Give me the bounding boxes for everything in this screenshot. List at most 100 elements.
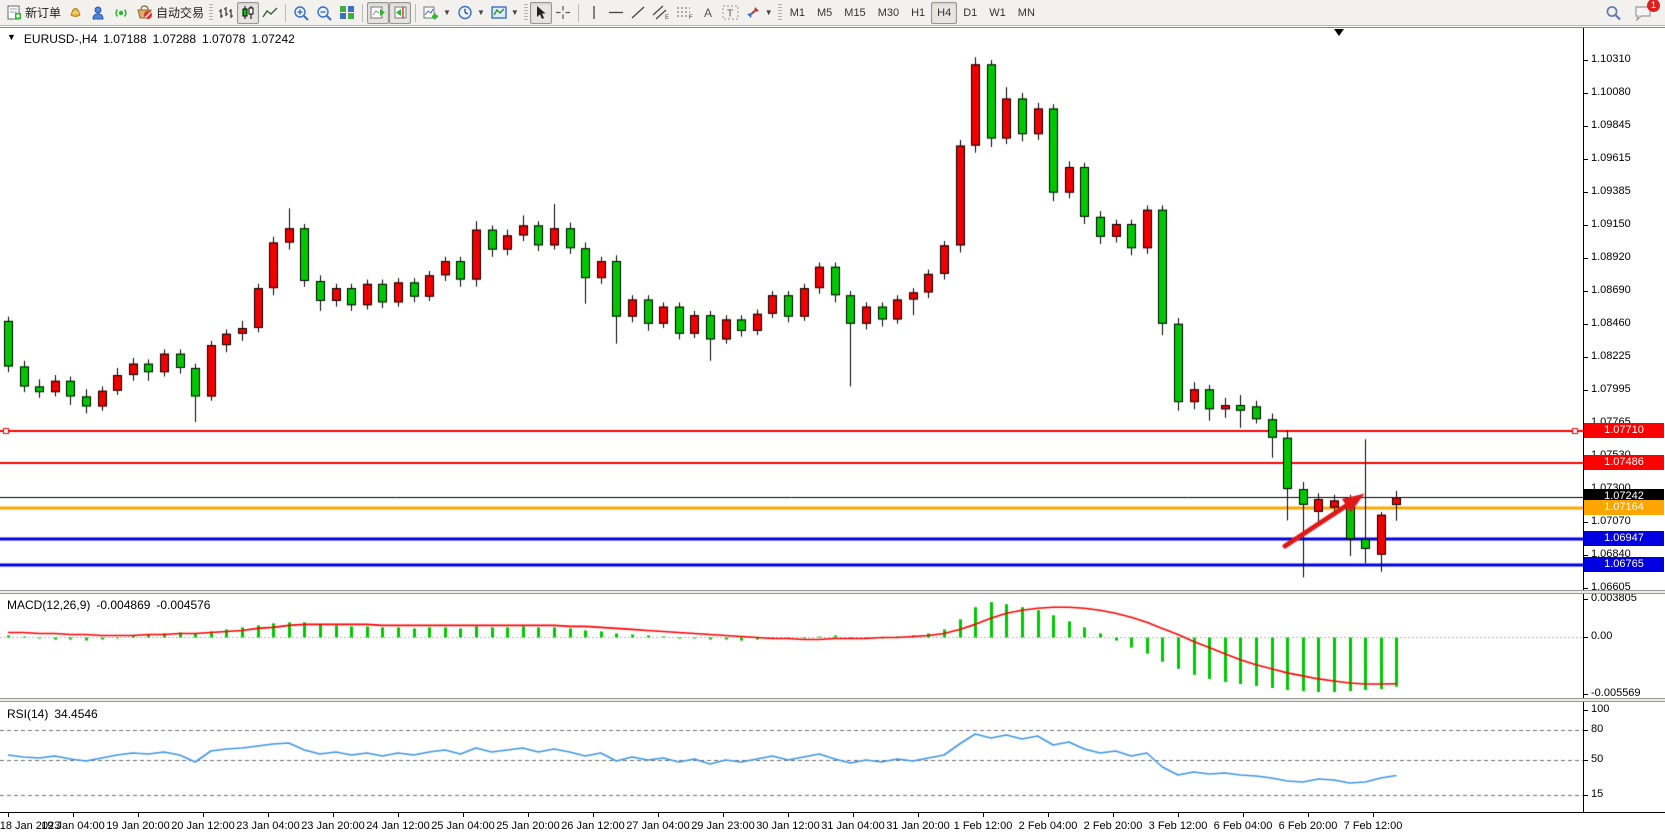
rsi-name: RSI(14) [7, 707, 49, 721]
rsi-panel-canvas[interactable] [0, 702, 1583, 812]
timeframe-button-h1[interactable]: H1 [911, 6, 926, 19]
auto-trading-button[interactable]: 自动交易 [133, 2, 207, 24]
timeframe-button-mn[interactable]: MN [1017, 6, 1035, 19]
notifications-button[interactable]: 1 [1631, 0, 1660, 24]
market-gold-button[interactable] [64, 2, 87, 24]
periods-button[interactable]: ▼ [454, 2, 488, 24]
axis-tick-mark [1583, 258, 1588, 259]
fibonacci-button[interactable]: F [673, 2, 697, 24]
templates-button[interactable]: ▼ [488, 2, 522, 24]
svg-text:A: A [704, 6, 712, 20]
collapse-icon[interactable]: ▼ [7, 32, 16, 42]
axis-tick-mark [1583, 159, 1588, 160]
dropdown-arrow-icon: ▼ [764, 8, 773, 17]
zoom-in-icon [293, 5, 310, 21]
time-tick-mark [593, 813, 594, 817]
svg-text:T: T [727, 9, 733, 20]
text-label-button[interactable]: T [719, 2, 742, 24]
new-chart-button[interactable]: ▼ [420, 2, 454, 24]
time-tick-mark [463, 813, 464, 817]
signal-waves-icon [113, 5, 130, 20]
axis-tick-mark [1583, 694, 1588, 695]
ohlc-bars-icon [218, 5, 234, 20]
macd-panel-canvas[interactable] [0, 594, 1583, 698]
signals-button[interactable] [110, 2, 133, 24]
axis-tick-label: 1.08460 [1591, 317, 1631, 329]
bar-chart-button[interactable] [215, 2, 237, 24]
timeframe-button-m15[interactable]: M15 [844, 6, 866, 19]
price-line-label: 1.07164 [1584, 500, 1664, 515]
time-tick-label: 25 Jan 04:00 [431, 820, 495, 832]
timeframe-button-w1[interactable]: W1 [989, 6, 1006, 19]
community-button[interactable] [87, 2, 110, 24]
line-chart-button[interactable] [259, 2, 281, 24]
new-order-label: 新订单 [25, 6, 62, 20]
axis-tick-mark [1583, 357, 1588, 358]
tile-windows-button[interactable] [336, 2, 358, 24]
cursor-button[interactable] [529, 1, 552, 24]
price-chart-canvas[interactable] [0, 28, 1583, 590]
time-tick-mark [73, 813, 74, 817]
time-tick-label: 19 Jan 04:00 [41, 820, 105, 832]
dropdown-arrow-icon: ▼ [510, 8, 519, 17]
timeframe-button-m30[interactable]: M30 [877, 6, 900, 19]
panel-splitter[interactable] [0, 590, 1665, 594]
time-tick-mark [398, 813, 399, 817]
horizontal-line-button[interactable] [605, 2, 627, 24]
timeframe-button-m5[interactable]: M5 [817, 6, 833, 19]
text-button[interactable]: A [697, 2, 719, 24]
time-tick-label: 24 Jan 12:00 [366, 820, 430, 832]
zoom-in-button[interactable] [290, 2, 313, 24]
vertical-line-button[interactable] [583, 2, 605, 24]
template-icon [491, 5, 507, 20]
timeframe-button-m1[interactable]: M1 [789, 6, 805, 19]
axis-tick-label: 1.07070 [1591, 515, 1631, 527]
axis-tick-label: 1.09615 [1591, 152, 1631, 164]
crosshair-button[interactable] [552, 2, 574, 24]
axis-tick-label: 1.08920 [1591, 251, 1631, 263]
horizontal-line-icon [608, 5, 624, 20]
axis-tick-label: 15 [1591, 788, 1604, 800]
price-line-label: 1.07486 [1584, 455, 1664, 470]
time-tick-mark [203, 813, 204, 817]
vertical-line-icon [587, 5, 601, 20]
trendline-button[interactable] [627, 2, 649, 24]
axis-tick-mark [1583, 760, 1588, 761]
new-order-button[interactable]: 新订单 [4, 2, 64, 24]
search-button[interactable] [1602, 2, 1625, 24]
auto-scroll-button[interactable] [367, 1, 390, 24]
cursor-arrow-icon [533, 5, 548, 20]
chart-window: 1.10310 1.10080 1.09845 1.09615 1.09385 1.091… [0, 26, 1665, 837]
timeframe-button-d1[interactable]: D1 [963, 6, 978, 19]
axis-tick-label: 0.00 [1591, 630, 1613, 642]
candlestick-chart-button[interactable] [237, 1, 260, 24]
trendline-icon [630, 5, 646, 20]
arrows-button[interactable]: ▼ [742, 2, 776, 24]
price-line-label: 1.06765 [1584, 557, 1664, 572]
panel-splitter[interactable] [0, 698, 1665, 702]
chart-shift-button[interactable] [389, 1, 412, 24]
time-tick-label: 25 Jan 20:00 [496, 820, 560, 832]
time-tick-mark [333, 813, 334, 817]
timeframe-button-h4[interactable]: H4 [931, 1, 958, 24]
clock-icon [457, 5, 473, 20]
time-tick-label: 23 Jan 20:00 [301, 820, 365, 832]
time-tick-label: 2 Feb 20:00 [1083, 820, 1143, 832]
arrows-icon [745, 5, 761, 20]
zoom-out-button[interactable] [313, 2, 336, 24]
auto-trading-icon [136, 5, 153, 20]
time-tick-label: 27 Jan 04:00 [626, 820, 690, 832]
macd-main-value: -0.004869 [96, 598, 151, 612]
axis-tick-mark [1583, 126, 1588, 127]
time-tick-label: 20 Jan 12:00 [171, 820, 235, 832]
fibonacci-icon: F [676, 5, 694, 20]
timeframe-group: M1 M5 M15 M30 H1 H4 D1 W1 MN [784, 1, 1041, 24]
svg-text:E: E [665, 15, 669, 20]
equidistant-channel-button[interactable]: E [649, 2, 673, 24]
time-tick-label: 29 Jan 23:00 [691, 820, 755, 832]
chart-shift-marker-icon[interactable] [1334, 29, 1344, 36]
auto-trading-label: 自动交易 [156, 6, 205, 20]
time-tick-label: 31 Jan 04:00 [821, 820, 885, 832]
axis-tick-label: 1.08225 [1591, 350, 1631, 362]
time-axis[interactable]: 18 Jan 2023 19 Jan 04:00 19 Jan 20:00 20 Ja… [0, 812, 1665, 837]
